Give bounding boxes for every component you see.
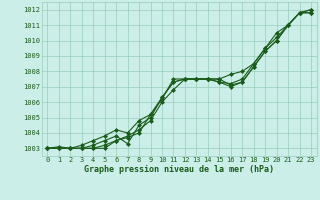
- X-axis label: Graphe pression niveau de la mer (hPa): Graphe pression niveau de la mer (hPa): [84, 165, 274, 174]
